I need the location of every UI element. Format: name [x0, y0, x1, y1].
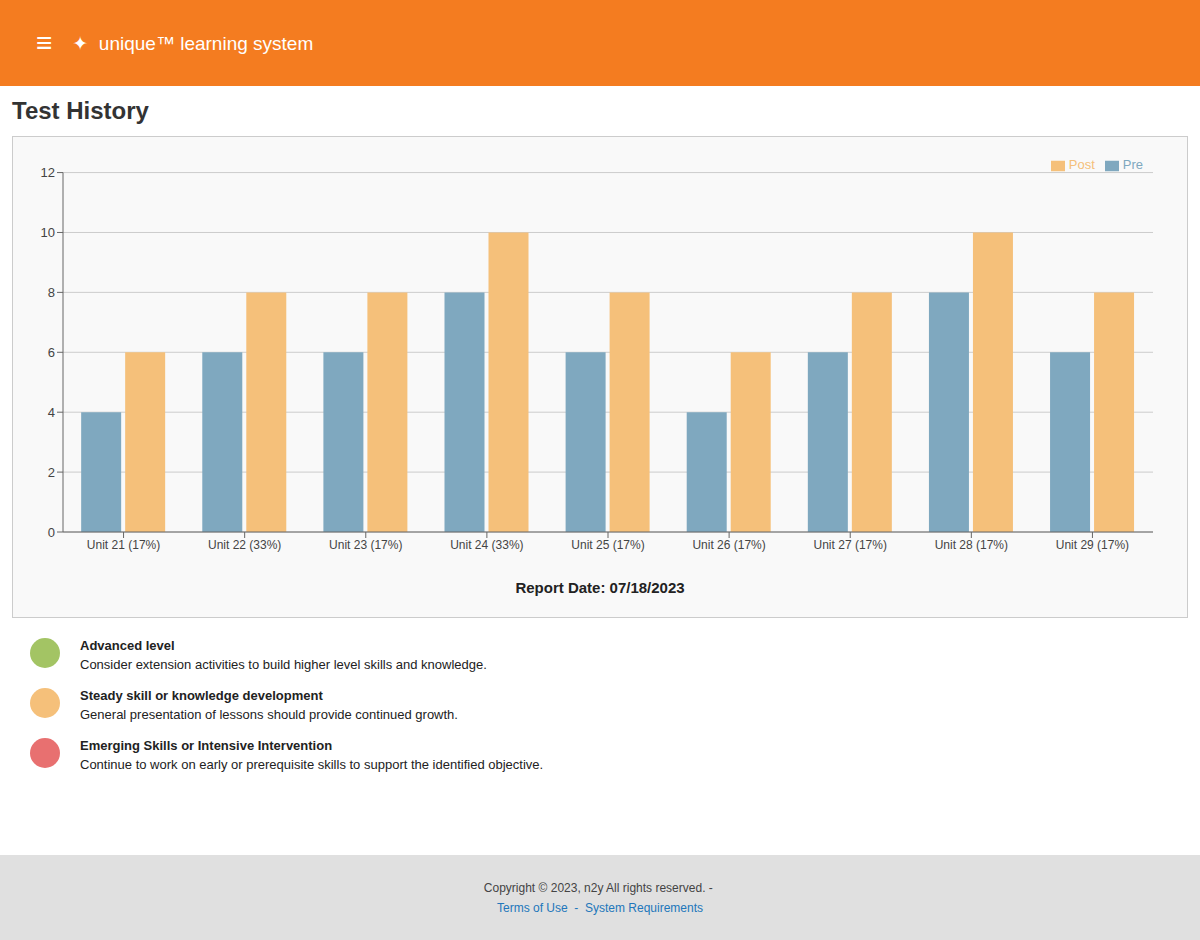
svg-text:Unit 25 (17%): Unit 25 (17%)	[571, 538, 644, 552]
svg-text:Unit 23 (17%): Unit 23 (17%)	[329, 538, 402, 552]
svg-text:12: 12	[41, 165, 55, 180]
svg-text:6: 6	[48, 345, 55, 360]
html-text:Pre: Pre	[1122, 157, 1143, 172]
html-text:Test History: Test History	[12, 97, 149, 124]
html-text:Advanced level: Advanced level	[80, 638, 175, 653]
html-text:Steady skill or knowledge deve: Steady skill or knowledge development	[80, 688, 323, 703]
svg-text:Unit 24 (33%): Unit 24 (33%)	[450, 538, 523, 552]
html-text:Post: Post	[1068, 157, 1095, 172]
svg-text:Unit 21 (17%): Unit 21 (17%)	[87, 538, 160, 552]
svg-text:Unit 26 (17%): Unit 26 (17%)	[692, 538, 765, 552]
html-text:General presentation of lesson: General presentation of lessons should p…	[80, 707, 458, 722]
svg-text:10: 10	[41, 225, 55, 240]
html-text:Terms of Use - System Requirem: Terms of Use - System Requirements	[497, 900, 703, 915]
svg-text:Unit 29 (17%): Unit 29 (17%)	[1056, 538, 1129, 552]
svg-text:8: 8	[48, 285, 55, 300]
html-text:Emerging Skills or Intensive I: Emerging Skills or Intensive Interventio…	[80, 738, 333, 753]
svg-text:4: 4	[48, 405, 55, 420]
html-text:Copyright © 2023, n2y All righ: Copyright © 2023, n2y All rights reserve…	[483, 880, 717, 895]
svg-text:0: 0	[48, 525, 55, 540]
html-text:✦ unique™ learning system: ✦ unique™ learning system	[72, 32, 314, 54]
svg-text:2: 2	[48, 465, 55, 480]
html-text:Report Date: 07/18/2023: Report Date: 07/18/2023	[515, 579, 685, 596]
svg-text:Unit 27 (17%): Unit 27 (17%)	[814, 538, 887, 552]
svg-text:Unit 22 (33%): Unit 22 (33%)	[208, 538, 281, 552]
svg-text:Unit 28 (17%): Unit 28 (17%)	[935, 538, 1008, 552]
html-text:Continue to work on early or p: Continue to work on early or prerequisit…	[80, 757, 544, 772]
html-text:Consider extension activities: Consider extension activities to build h…	[80, 657, 487, 672]
